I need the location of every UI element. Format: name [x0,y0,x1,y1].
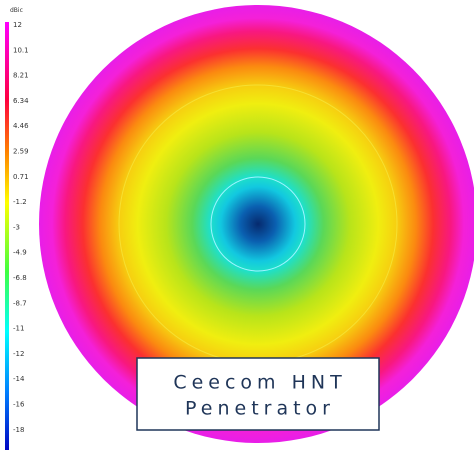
colorbar-tick-label: -18 [13,426,24,434]
colorbar-tick-label: 8.21 [13,72,29,80]
colorbar-tick-label: 2.59 [13,148,29,156]
colorbar-tick-label: -11 [13,325,24,333]
radiation-pattern [39,5,474,443]
colorbar-tick-label: -4.9 [13,249,27,257]
label-line: Ceecom HNT [173,372,346,394]
colorbar-tick-label: 6.34 [13,97,29,105]
colorbar-tick-label: 4.46 [13,122,29,130]
colorbar-tick-label: 10.1 [13,46,29,54]
colorbar-tick-label: -6.8 [13,274,27,282]
contour-ring [210,176,306,272]
colorbar-tick-label: -12 [13,350,24,358]
colorbar-tick-label: 12 [13,21,22,29]
colorbar-unit: dBic [10,7,23,14]
colorbar-tick-label: -1.2 [13,198,27,206]
label-box [136,357,380,431]
colorbar-tick-label: -16 [13,401,25,409]
colorbar [5,22,9,450]
colorbar-tick-label: -8.7 [13,299,27,307]
colorbar-ticks: 12 10.1 8.21 6.34 4.46 2.59 0.71 -1.2 -3 -4.9 -6.8… [13,21,29,434]
colorbar-tick-label: -14 [13,375,25,383]
label-line: Penetrator [185,398,335,420]
colorbar-tick-label: 0.71 [13,173,29,181]
colorbar-tick-label: -3 [13,223,20,231]
